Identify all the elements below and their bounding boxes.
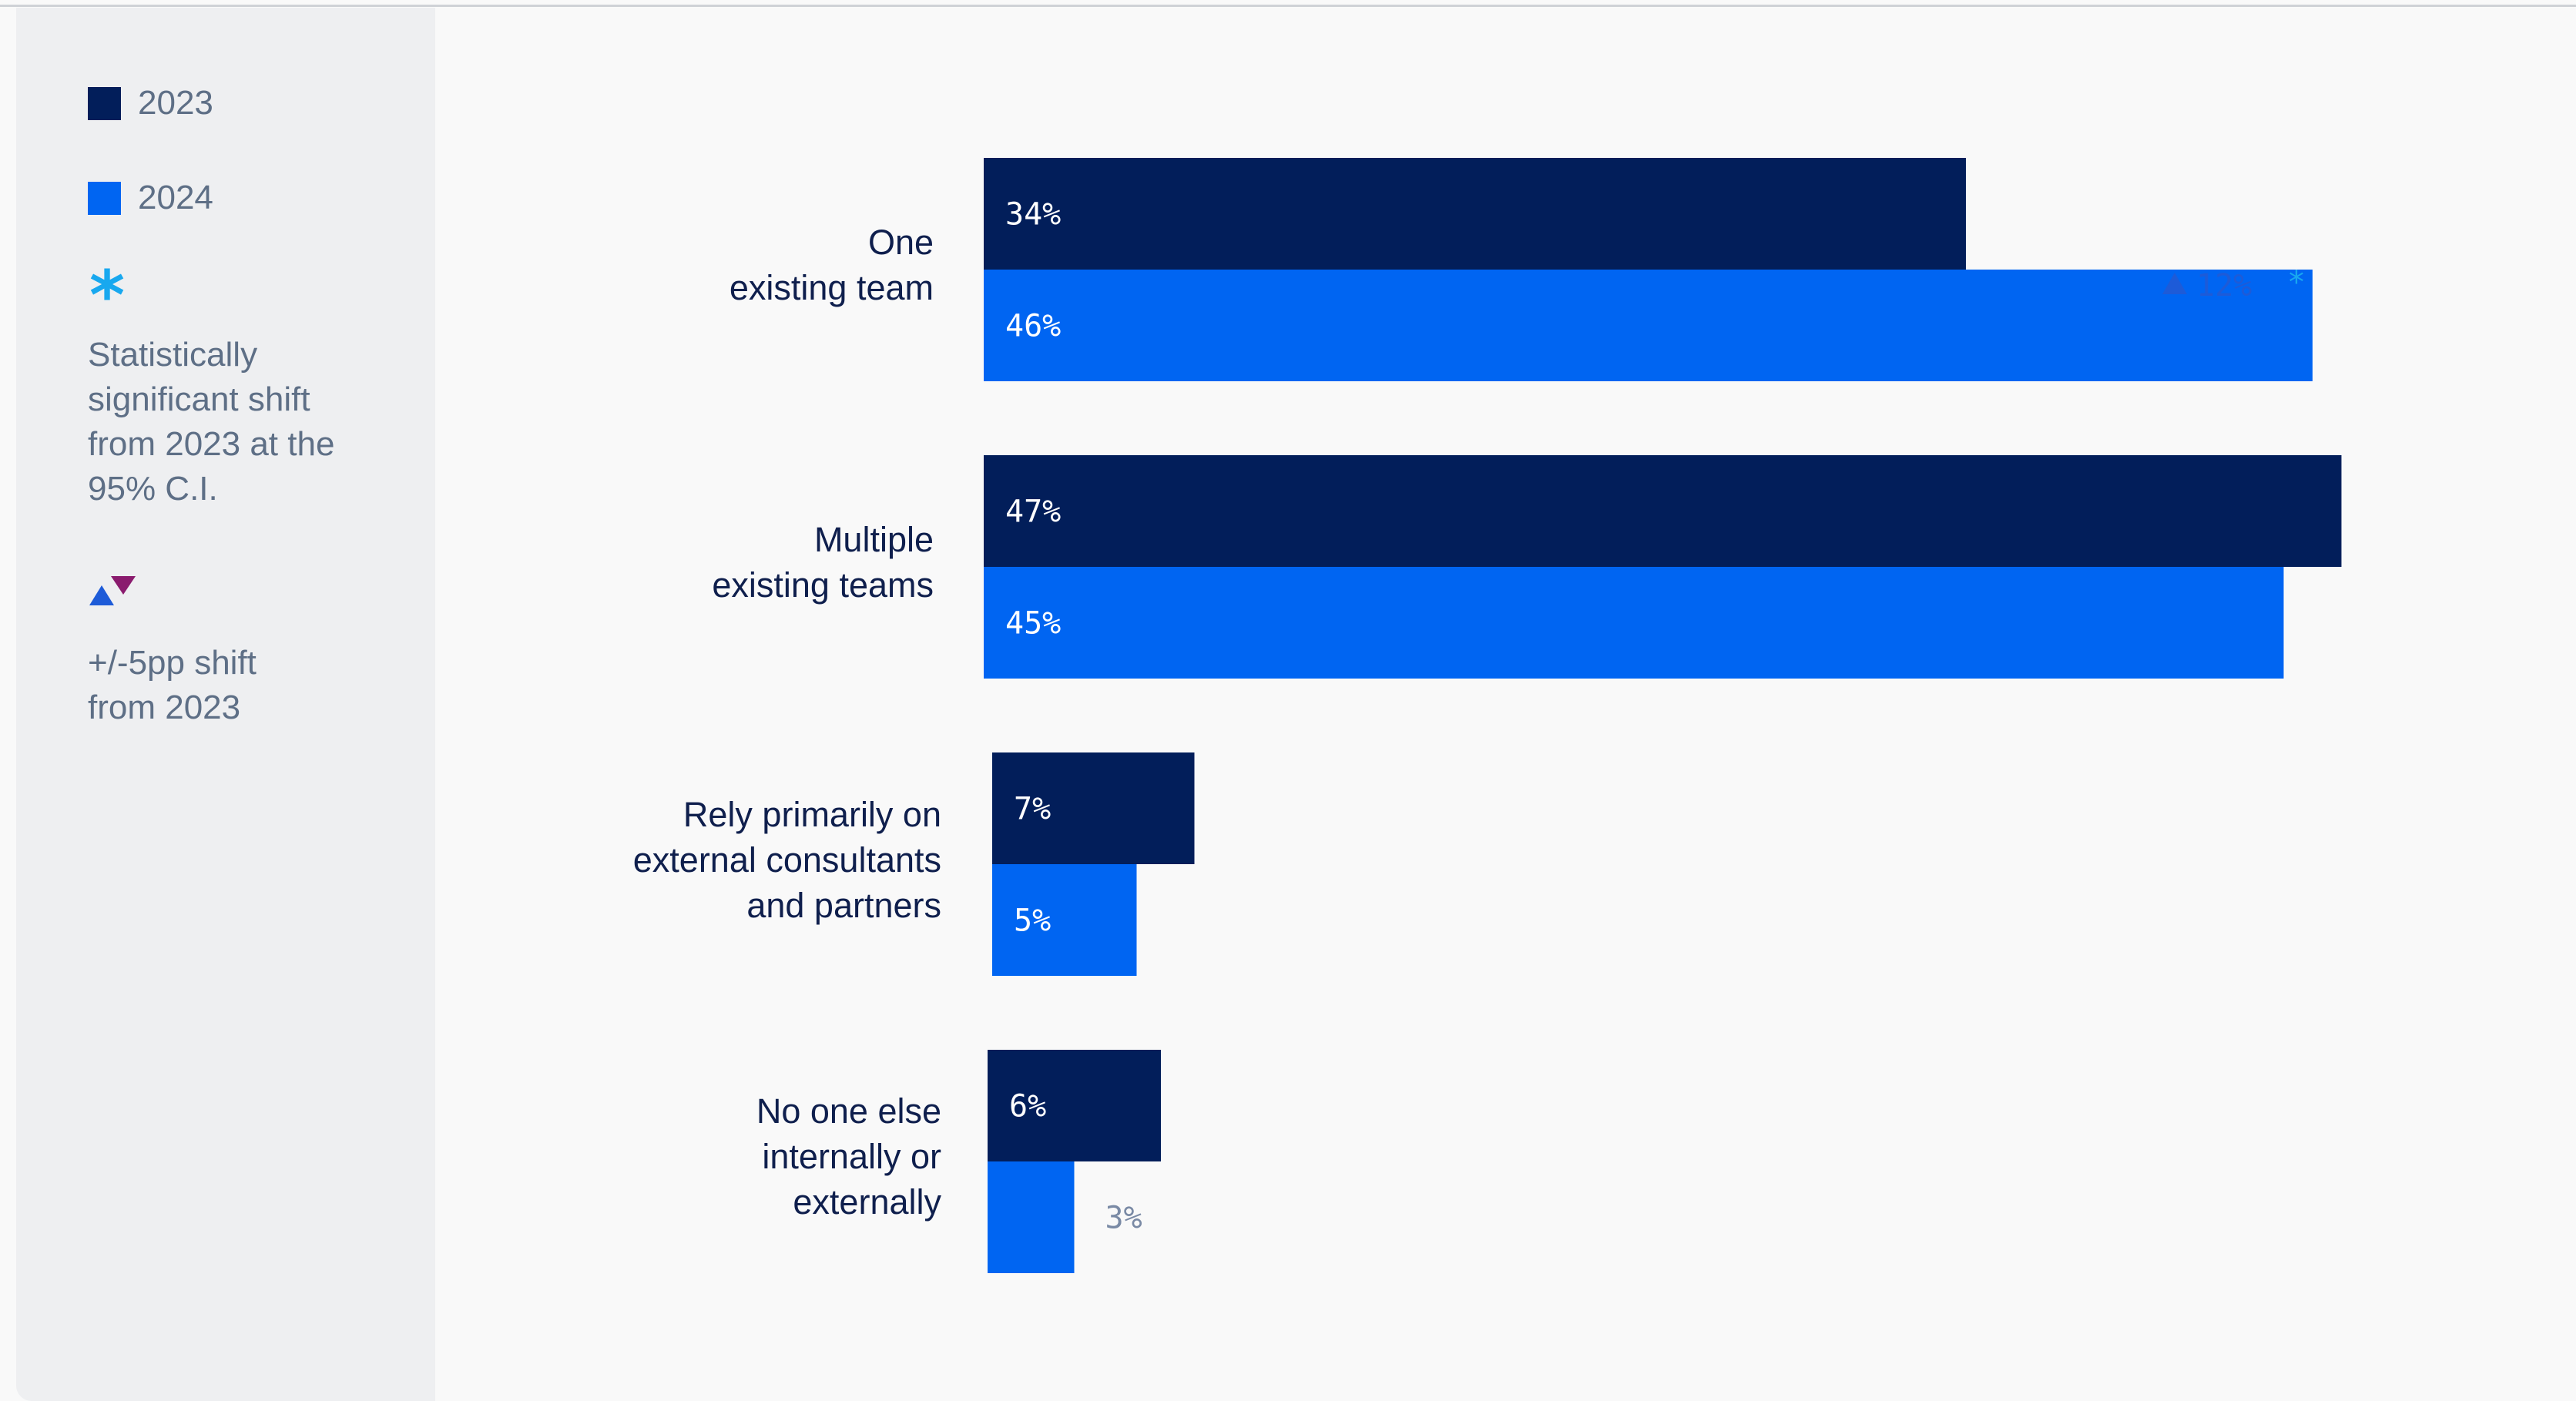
- bar-external-consultants-2023: [992, 752, 1195, 864]
- legend-label-2024: 2024: [138, 179, 213, 216]
- bar-no-one-else-2023: [988, 1050, 1161, 1161]
- bar-multiple-existing-teams-2023: [984, 455, 2342, 567]
- shift-annotation-label: 12%: [2196, 268, 2252, 303]
- shift-up-triangle-icon: [2162, 273, 2187, 294]
- bar-external-consultants-2024: [992, 864, 1137, 976]
- bar-multiple-existing-teams-2024: [984, 567, 2284, 679]
- category-label-one-existing-team: One existing team: [729, 223, 934, 307]
- shift-triangles-icon: [88, 570, 149, 608]
- value-label-external-consultants-2024: 5%: [1014, 903, 1051, 939]
- value-label-external-consultants-2023: 7%: [1014, 792, 1051, 827]
- value-label-one-existing-team-2024: 46%: [1005, 309, 1061, 344]
- shift-note: +/-5pp shift from 2023: [88, 644, 257, 726]
- significance-star-icon: *: [89, 256, 126, 335]
- bar-one-existing-team-2023: [984, 158, 1966, 270]
- value-label-multiple-existing-teams-2024: 45%: [1005, 606, 1061, 642]
- category-label-no-one-else: No one else internally or externally: [756, 1091, 941, 1222]
- value-label-no-one-else-2023: 6%: [1009, 1089, 1046, 1124]
- shift-annotation-star-icon: *: [2287, 265, 2306, 300]
- bar-no-one-else-2024: [988, 1161, 1075, 1273]
- category-label-external-consultants: Rely primarily on external consultants a…: [632, 795, 941, 925]
- value-label-no-one-else-2024: 3%: [1105, 1201, 1142, 1236]
- legend-item-2023: 2023: [88, 86, 213, 120]
- bar-one-existing-team-2024: [984, 270, 2313, 381]
- legend-swatch-2024: [88, 181, 121, 215]
- category-label-multiple-existing-teams: Multiple existing teams: [712, 520, 934, 605]
- value-label-multiple-existing-teams-2023: 47%: [1005, 494, 1061, 530]
- significance-note: Statistically significant shift from 202…: [88, 336, 335, 508]
- legend-swatch-2023: [88, 86, 121, 120]
- legend-label-2023: 2023: [138, 84, 213, 122]
- legend-item-2024: 2024: [88, 181, 213, 215]
- value-label-one-existing-team-2023: 34%: [1005, 197, 1061, 233]
- legend-panel: 2023 2024 * Statistically significant sh…: [16, 8, 435, 1401]
- top-divider: [0, 0, 2576, 7]
